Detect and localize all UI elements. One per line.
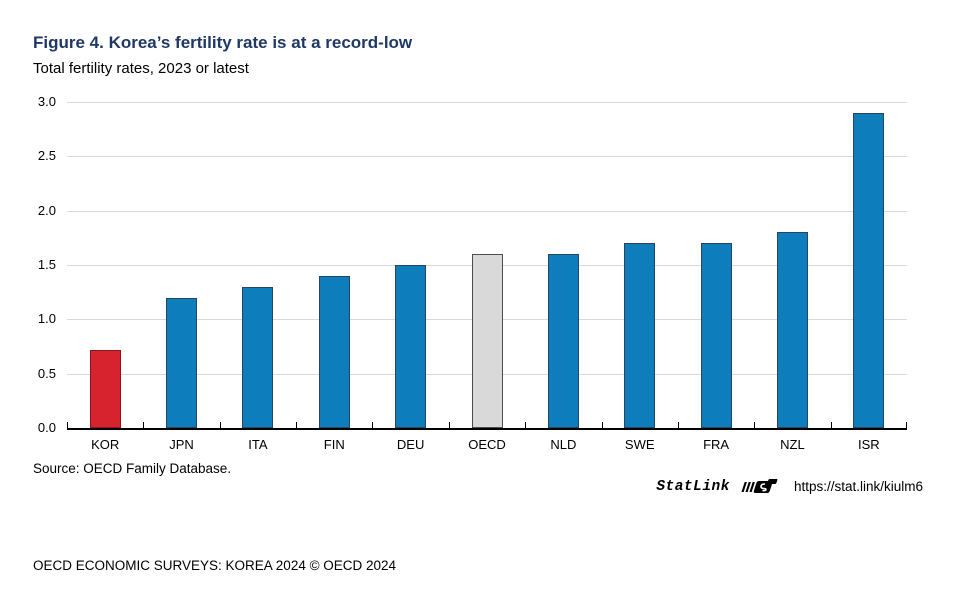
bar-OECD (471, 254, 503, 428)
bar-FRA (700, 243, 732, 428)
y-tick-label-0.0: 0.0 (37, 420, 56, 435)
figure-title: Figure 4. Korea’s fertility rate is at a… (33, 33, 413, 52)
x-tick-label-FRA: FRA (703, 437, 730, 452)
statlink-label: StatLink (656, 478, 730, 495)
bar-JPN (166, 297, 198, 428)
bar-DEU (395, 265, 427, 428)
plot-area (67, 102, 907, 430)
figure-subtitle: Total fertility rates, 2023 or latest (33, 60, 249, 77)
gridline-3.0 (67, 102, 907, 103)
x-tick-label-NLD: NLD (550, 437, 577, 452)
x-axis-tick (525, 422, 526, 428)
x-axis-tick (602, 422, 603, 428)
bar-KOR (89, 349, 121, 428)
x-axis-tick (449, 422, 450, 428)
x-tick-label-OECD: OECD (468, 437, 506, 452)
x-tick-label-NZL: NZL (780, 437, 805, 452)
y-tick-label-0.5: 0.5 (37, 365, 56, 381)
x-tick-label-FIN: FIN (323, 437, 345, 452)
x-tick-label-ITA: ITA (248, 437, 268, 452)
y-tick-label-3.0: 3.0 (37, 94, 56, 109)
x-axis-tick (67, 422, 68, 428)
y-tick-label-1.5: 1.5 (37, 257, 56, 272)
source-note: Source: OECD Family Database. (33, 461, 232, 476)
x-tick-label-JPN: JPN (169, 437, 194, 452)
statlink-url[interactable]: https://stat.link/kiulm6 (793, 479, 923, 494)
bar-SWE (624, 243, 656, 428)
bar-NLD (547, 254, 579, 428)
y-tick-label-1.0: 1.0 (37, 311, 56, 327)
x-tick-label-SWE: SWE (624, 437, 655, 452)
x-tick-label-ISR: ISR (857, 437, 880, 452)
x-axis-tick (831, 422, 832, 428)
x-axis-tick (220, 422, 221, 428)
x-axis-tick (678, 422, 679, 428)
bar-ITA (242, 286, 274, 428)
y-tick-label-2.0: 2.0 (37, 202, 56, 218)
x-axis-tick (372, 422, 373, 428)
statlink-row: StatLink https://stat.link/kiulm6 (656, 478, 923, 495)
bar-NZL (776, 232, 808, 428)
x-axis-tick (296, 422, 297, 428)
statlink-icon (738, 478, 786, 495)
y-tick-label-2.5: 2.5 (37, 148, 56, 164)
bar-FIN (318, 275, 350, 428)
gridline-2.0 (67, 210, 907, 212)
bar-ISR (853, 112, 885, 428)
x-tick-label-KOR: KOR (91, 437, 120, 452)
x-axis-tick (754, 422, 755, 428)
x-axis-tick (143, 422, 144, 428)
x-tick-label-DEU: DEU (396, 437, 425, 452)
x-axis-tick (906, 422, 907, 428)
gridline-2.5 (67, 156, 907, 158)
page-footer: OECD ECONOMIC SURVEYS: KOREA 2024 © OECD… (33, 558, 397, 573)
x-axis-line (67, 428, 907, 430)
